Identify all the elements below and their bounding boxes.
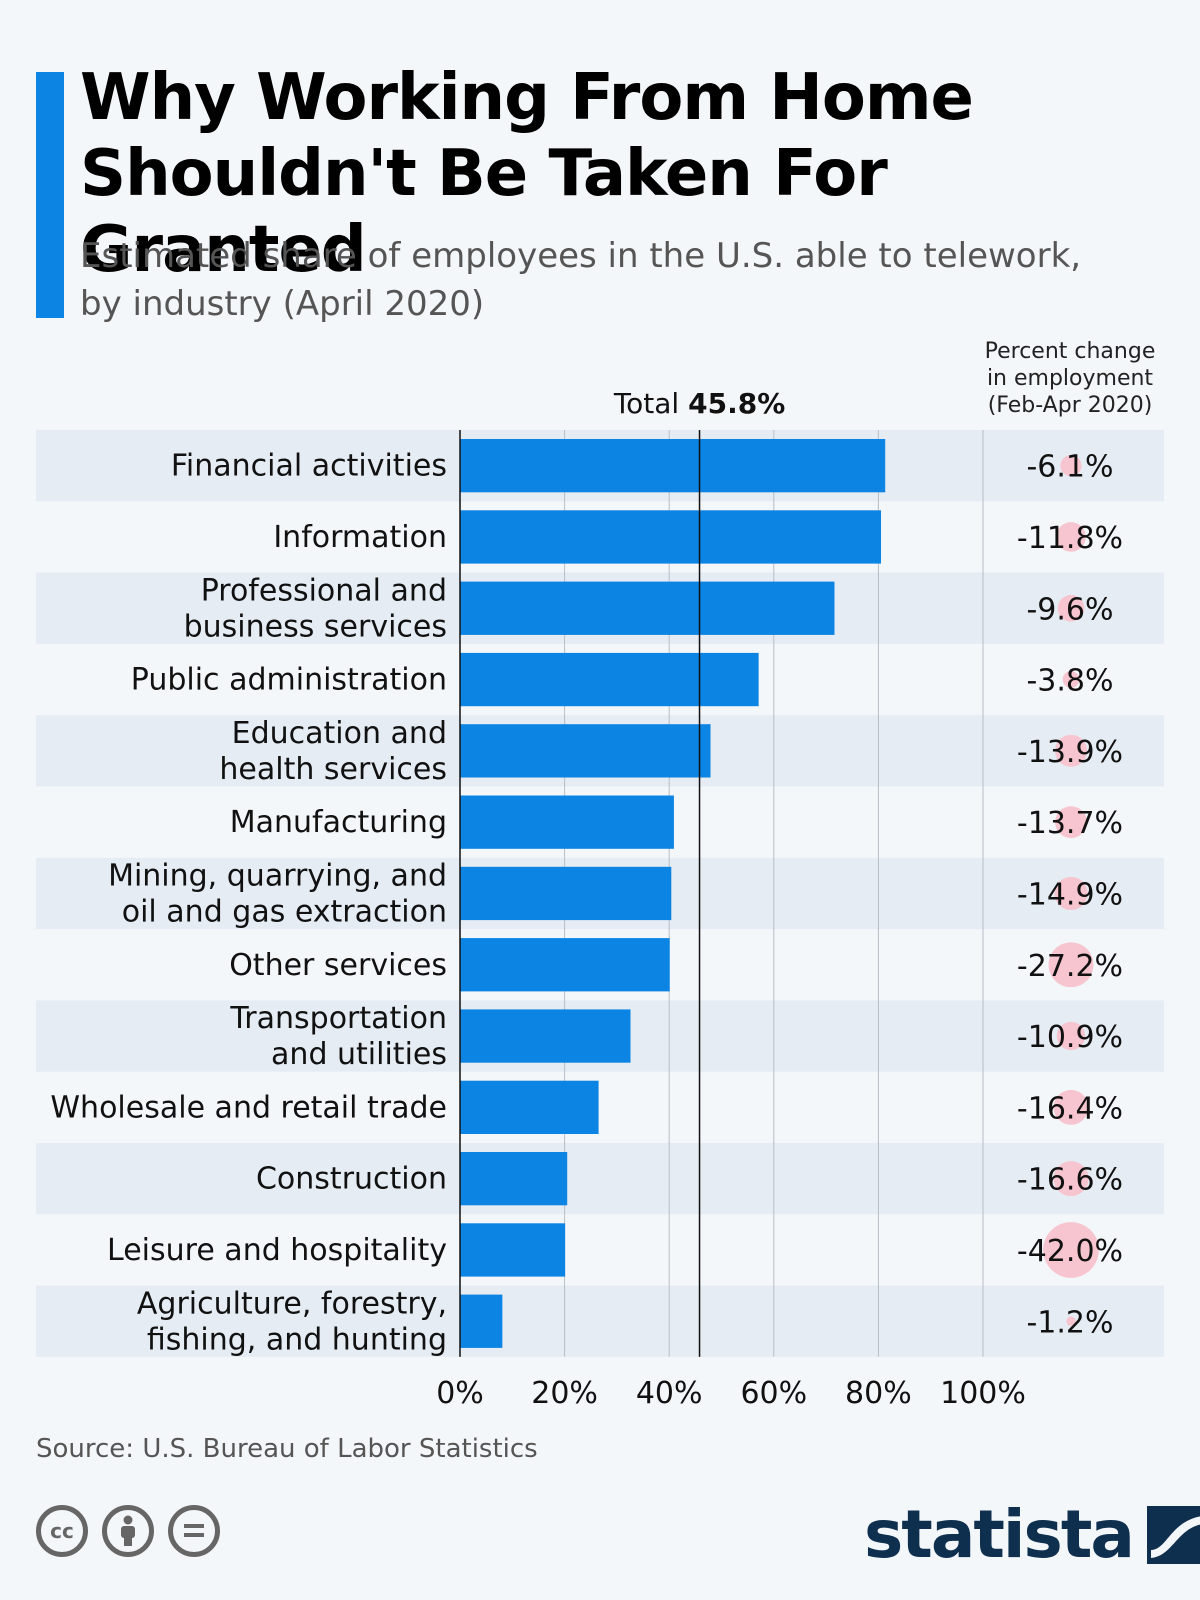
employment-change-bubble bbox=[1054, 734, 1088, 767]
bar bbox=[460, 652, 759, 707]
employment-change-label: -6.1% bbox=[1026, 450, 1113, 485]
employment-change-label: -1.2% bbox=[1026, 1305, 1113, 1340]
employment-change-bubble bbox=[1055, 806, 1087, 839]
subtitle-line-1: Estimated share of employees in the U.S.… bbox=[80, 236, 1082, 276]
category-label: Agriculture, forestry, bbox=[137, 1286, 447, 1321]
employment-change-bubble bbox=[1056, 522, 1086, 552]
license-icons: cc bbox=[36, 1505, 220, 1557]
chart-title: Why Working From Home Shouldn't Be Taken… bbox=[80, 60, 1180, 288]
statista-wordmark: statista bbox=[864, 1496, 1135, 1573]
row-band bbox=[36, 1285, 1164, 1357]
x-tick-label: 100% bbox=[940, 1376, 1026, 1410]
bar bbox=[460, 866, 672, 921]
employment-change-bubble bbox=[1062, 671, 1080, 688]
source-note: Source: U.S. Bureau of Labor Statistics bbox=[36, 1434, 538, 1464]
employment-change-label: -10.9% bbox=[1017, 1020, 1123, 1055]
employment-change-bubble bbox=[1066, 1316, 1076, 1326]
category-label: Professional and bbox=[201, 573, 447, 608]
employment-change-bubble bbox=[1057, 594, 1085, 622]
statista-mark-icon bbox=[1146, 1506, 1200, 1564]
bar bbox=[460, 1009, 631, 1063]
employment-change-label: -42.0% bbox=[1017, 1234, 1123, 1269]
attribution-icon[interactable] bbox=[102, 1505, 154, 1557]
employment-change-bubble bbox=[1054, 876, 1088, 911]
employment-change-label: -9.6% bbox=[1026, 592, 1113, 627]
category-label: Mining, quarrying, and bbox=[108, 858, 447, 893]
statista-logo[interactable]: statista bbox=[864, 1500, 1200, 1570]
category-label: fishing, and hunting bbox=[147, 1322, 447, 1357]
bar bbox=[460, 1294, 503, 1348]
employment-change-bubble bbox=[1053, 1161, 1089, 1197]
bar bbox=[460, 1223, 566, 1277]
accent-bar bbox=[36, 72, 64, 318]
employment-change-label: -13.9% bbox=[1017, 735, 1123, 770]
employment-change-label: -27.2% bbox=[1017, 949, 1123, 984]
employment-change-bubble bbox=[1056, 1021, 1086, 1051]
x-tick-label: 40% bbox=[636, 1376, 703, 1410]
category-label: Wholesale and retail trade bbox=[50, 1090, 447, 1125]
category-label: and utilities bbox=[271, 1037, 447, 1072]
title-line-2: Shouldn't Be Taken For Granted bbox=[80, 137, 888, 287]
category-label: Financial activities bbox=[171, 449, 447, 484]
total-reference-label: Total 45.8% bbox=[613, 390, 785, 420]
category-label: business services bbox=[184, 609, 447, 644]
x-tick-label: 80% bbox=[845, 1376, 912, 1410]
employment-change-label: -13.7% bbox=[1017, 806, 1123, 841]
category-label: Manufacturing bbox=[230, 805, 447, 840]
employment-change-header: Percent change in employment (Feb-Apr 20… bbox=[960, 338, 1180, 419]
employment-change-header-line-1: Percent change bbox=[984, 339, 1156, 364]
employment-change-label: -14.9% bbox=[1017, 877, 1123, 912]
category-label: Transportation bbox=[229, 1001, 447, 1036]
employment-change-bubble bbox=[1060, 455, 1082, 477]
equals-glyph-icon bbox=[184, 1524, 204, 1537]
employment-change-label: -16.4% bbox=[1017, 1091, 1123, 1126]
bar bbox=[460, 581, 835, 635]
x-tick-label: 0% bbox=[436, 1376, 484, 1410]
person-glyph-icon bbox=[121, 1515, 135, 1546]
bar bbox=[460, 795, 674, 849]
category-label: Education and bbox=[232, 716, 447, 751]
category-label: Public administration bbox=[131, 663, 447, 698]
employment-change-label: -11.8% bbox=[1017, 521, 1123, 556]
category-label: health services bbox=[219, 752, 447, 787]
x-tick-label: 60% bbox=[740, 1376, 807, 1410]
category-label: Construction bbox=[256, 1162, 447, 1197]
employment-change-label: -16.6% bbox=[1017, 1163, 1123, 1198]
bar bbox=[460, 1152, 568, 1206]
bar bbox=[460, 1080, 599, 1134]
employment-change-header-line-3: (Feb-Apr 2020) bbox=[987, 393, 1153, 418]
bar bbox=[460, 938, 670, 992]
employment-change-label: -3.8% bbox=[1026, 664, 1113, 699]
category-label: oil and gas extraction bbox=[122, 894, 447, 929]
telework-bar-chart: Total 45.8% Financial activities Informati… bbox=[36, 390, 1164, 1410]
employment-change-bubble bbox=[1053, 1089, 1089, 1125]
no-derivatives-icon[interactable] bbox=[168, 1505, 220, 1557]
subtitle-line-2: by industry (April 2020) bbox=[80, 284, 485, 324]
employment-change-header-line-2: in employment bbox=[986, 366, 1154, 391]
employment-change-bubble bbox=[1048, 942, 1094, 988]
creative-commons-icon[interactable]: cc bbox=[36, 1505, 88, 1557]
x-tick-label: 20% bbox=[531, 1376, 598, 1410]
row-band bbox=[36, 1143, 1164, 1215]
category-label: Leisure and hospitality bbox=[107, 1233, 447, 1268]
chart-subtitle: Estimated share of employees in the U.S.… bbox=[80, 232, 1180, 328]
employment-change-bubble bbox=[1043, 1222, 1099, 1278]
category-label: Other services bbox=[229, 948, 447, 983]
title-line-1: Why Working From Home bbox=[80, 61, 974, 135]
bar bbox=[460, 724, 711, 778]
bar bbox=[460, 439, 886, 493]
bar bbox=[460, 510, 882, 564]
category-label: Information bbox=[273, 520, 447, 555]
